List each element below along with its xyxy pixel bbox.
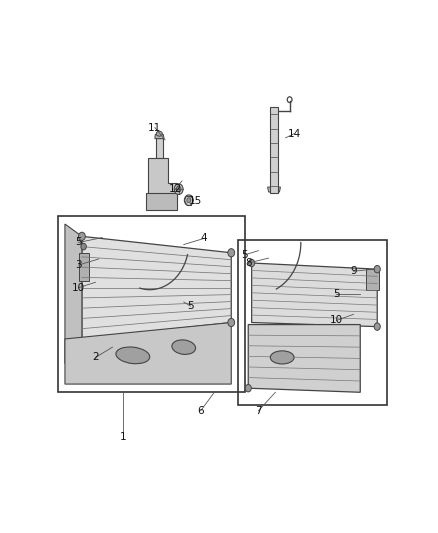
Text: 3: 3 bbox=[75, 260, 82, 270]
Circle shape bbox=[272, 174, 276, 179]
Polygon shape bbox=[156, 138, 162, 183]
Text: 5: 5 bbox=[333, 289, 340, 299]
Circle shape bbox=[81, 243, 86, 250]
Polygon shape bbox=[251, 263, 377, 327]
Circle shape bbox=[245, 384, 251, 392]
Text: 5: 5 bbox=[241, 250, 248, 260]
Text: 2: 2 bbox=[92, 352, 99, 362]
Text: 9: 9 bbox=[350, 266, 357, 276]
Text: 8: 8 bbox=[245, 258, 251, 268]
Circle shape bbox=[228, 318, 235, 327]
Circle shape bbox=[174, 184, 183, 195]
Ellipse shape bbox=[172, 340, 196, 354]
Circle shape bbox=[249, 260, 254, 266]
Text: 1: 1 bbox=[119, 432, 126, 442]
Circle shape bbox=[184, 195, 193, 206]
Polygon shape bbox=[270, 107, 278, 193]
Polygon shape bbox=[65, 224, 82, 364]
Text: 14: 14 bbox=[287, 129, 301, 139]
Ellipse shape bbox=[270, 351, 294, 364]
Polygon shape bbox=[82, 236, 231, 339]
Polygon shape bbox=[155, 134, 164, 139]
Polygon shape bbox=[248, 325, 360, 392]
Polygon shape bbox=[268, 187, 280, 192]
Polygon shape bbox=[148, 158, 177, 199]
Text: 15: 15 bbox=[189, 197, 202, 206]
Polygon shape bbox=[65, 322, 231, 384]
Polygon shape bbox=[366, 269, 379, 289]
Bar bbox=[238, 240, 387, 405]
Polygon shape bbox=[78, 253, 88, 281]
Text: 12: 12 bbox=[169, 184, 182, 194]
Text: 5: 5 bbox=[75, 238, 82, 247]
Text: 11: 11 bbox=[148, 123, 162, 133]
Circle shape bbox=[176, 186, 181, 192]
Text: 7: 7 bbox=[255, 406, 262, 416]
Circle shape bbox=[374, 323, 380, 330]
Text: 10: 10 bbox=[330, 316, 343, 326]
Text: 4: 4 bbox=[201, 233, 208, 244]
Circle shape bbox=[374, 265, 380, 273]
Text: 5: 5 bbox=[187, 301, 194, 311]
Ellipse shape bbox=[116, 347, 150, 364]
Text: 6: 6 bbox=[198, 406, 204, 416]
Bar bbox=[58, 216, 245, 392]
Circle shape bbox=[228, 248, 235, 257]
Text: 10: 10 bbox=[72, 282, 85, 293]
Circle shape bbox=[187, 198, 191, 203]
Polygon shape bbox=[146, 193, 177, 209]
Ellipse shape bbox=[156, 131, 162, 136]
Circle shape bbox=[78, 232, 85, 240]
